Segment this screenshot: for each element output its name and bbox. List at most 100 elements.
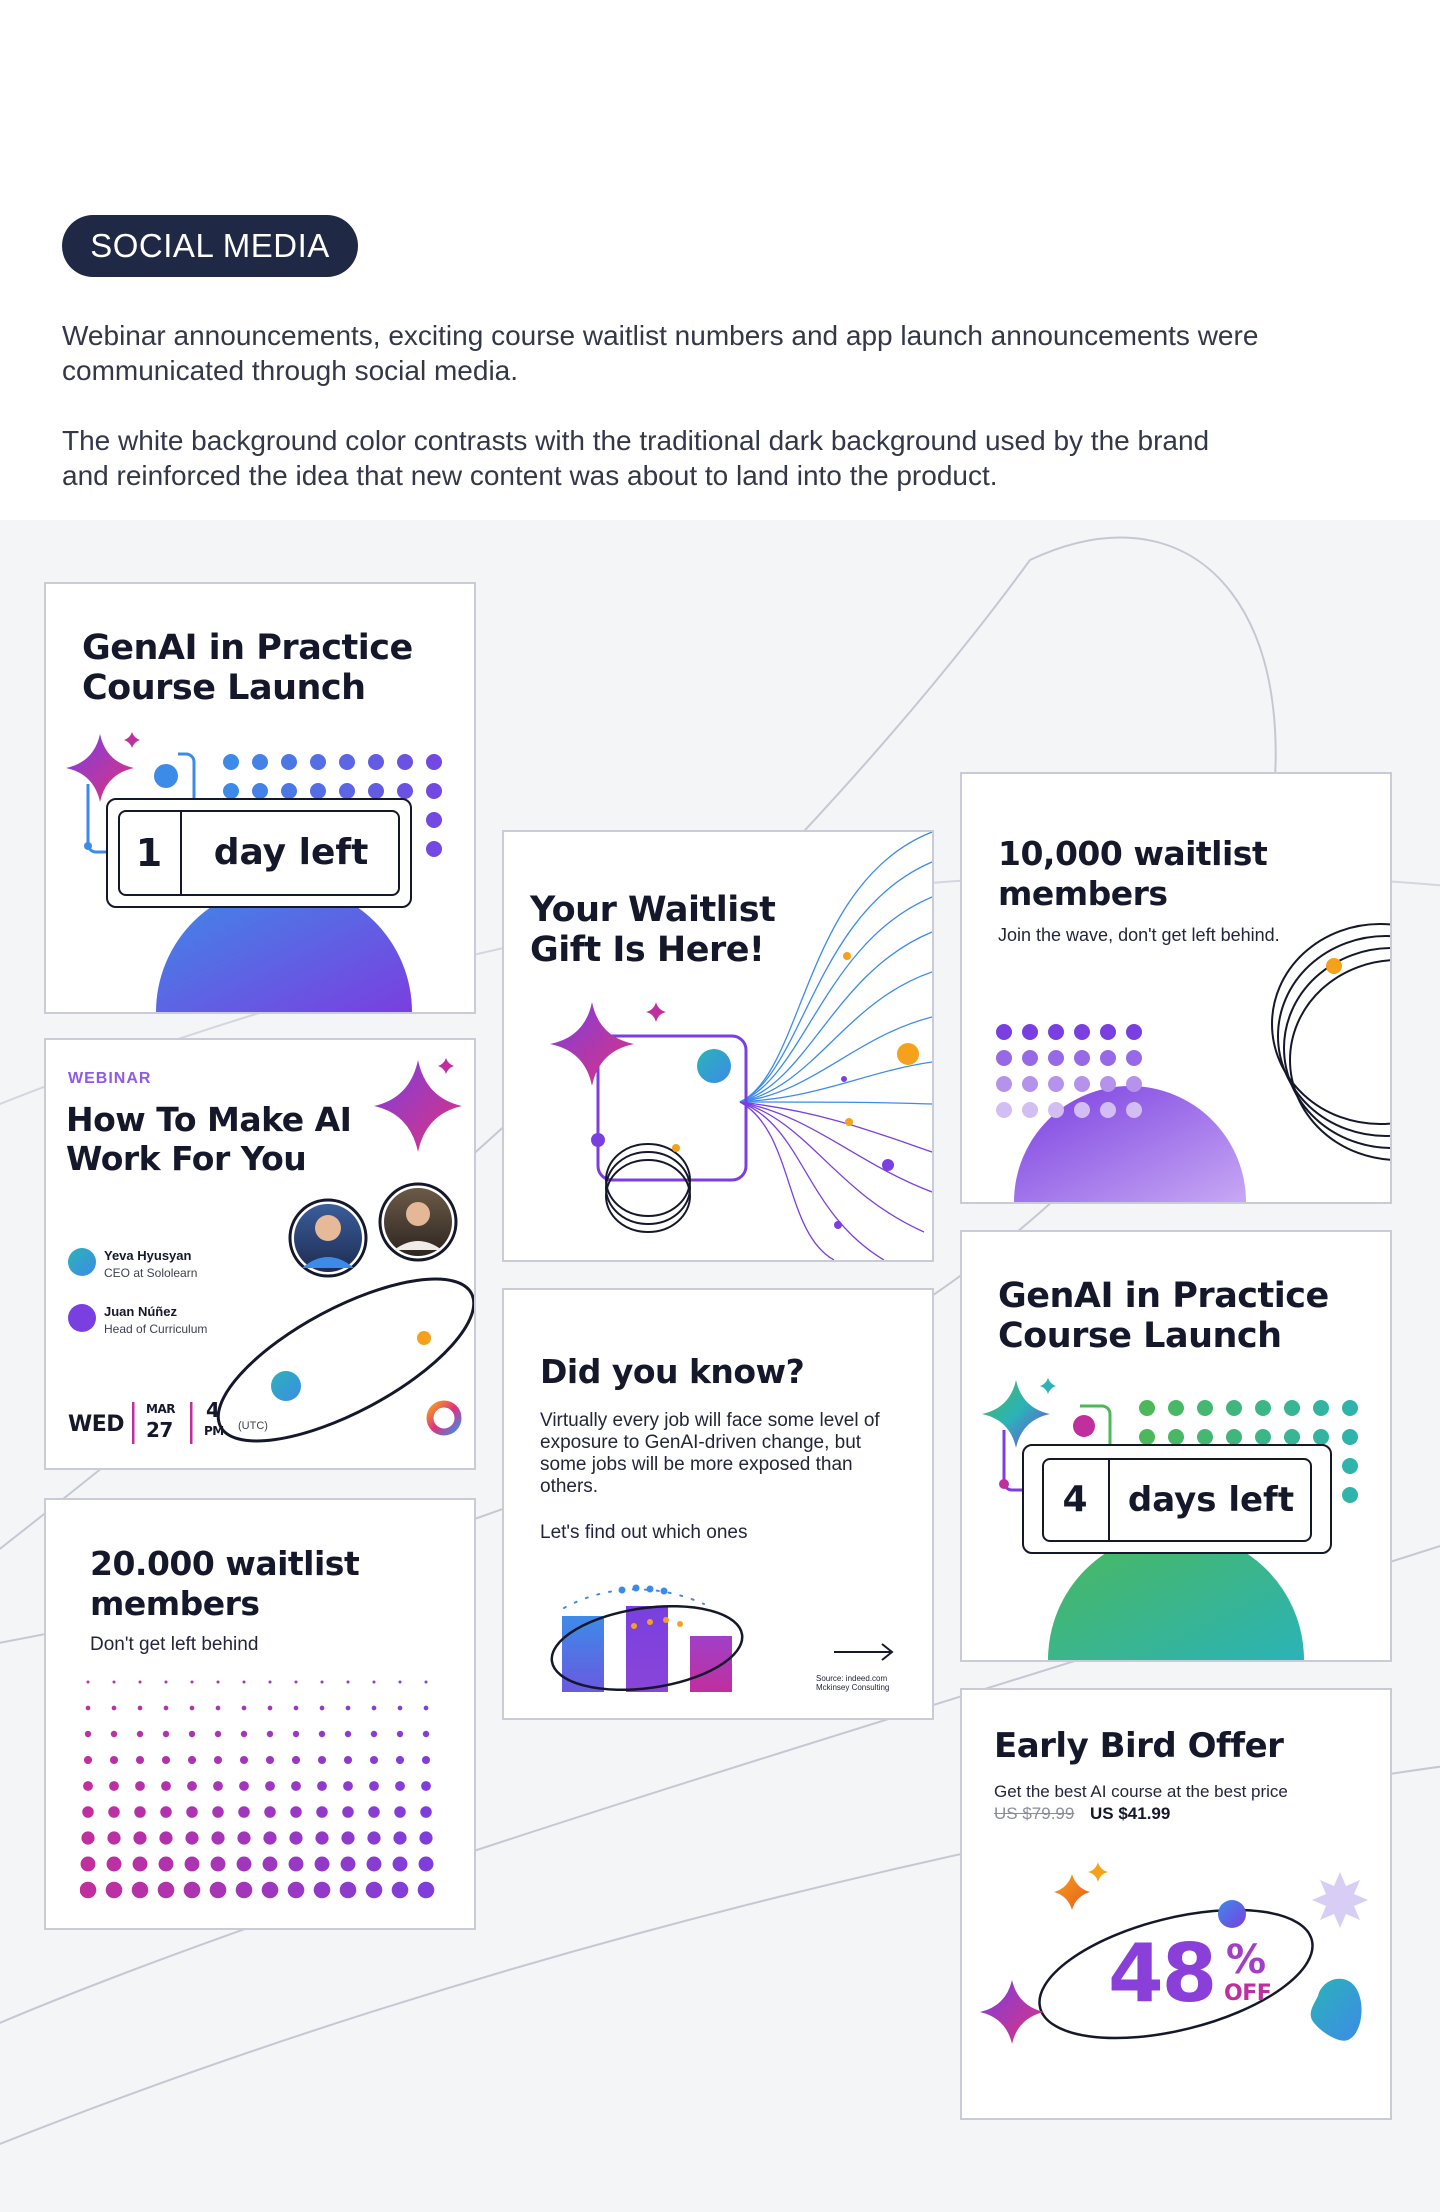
grid-dot xyxy=(310,754,326,770)
grid-dot xyxy=(223,754,239,770)
grid-dot xyxy=(1022,1024,1038,1040)
grid-dot xyxy=(212,1806,224,1818)
grid-dot xyxy=(281,783,297,799)
webinar-date: 27 xyxy=(146,1418,173,1442)
grid-dot xyxy=(86,1680,90,1684)
grid-dot xyxy=(135,1781,145,1791)
grid-dot xyxy=(183,1881,201,1899)
countdown-box: 1 day left xyxy=(106,798,412,908)
grid-dot xyxy=(339,754,355,770)
grid-dot xyxy=(315,1831,329,1845)
grid-dot xyxy=(316,1806,328,1818)
grid-dot xyxy=(162,1730,170,1738)
grid-dot xyxy=(318,1730,326,1738)
grid-dot xyxy=(1074,1050,1090,1066)
grid-dot xyxy=(996,1102,1012,1118)
speaker-2-role: Head of Curriculum xyxy=(104,1322,208,1336)
grid-dot xyxy=(1074,1076,1090,1092)
grid-dot xyxy=(365,1881,383,1899)
green-dot-grid xyxy=(1139,1400,1369,1503)
grid-dot xyxy=(371,1705,377,1711)
card-waitlist-gift: Your Waitlist Gift Is Here! xyxy=(502,830,934,1262)
waitlist-20k-subtitle: Don't get left behind xyxy=(90,1634,259,1655)
grid-dot xyxy=(1074,1024,1090,1040)
launch-4-title: GenAI in Practice Course Launch xyxy=(998,1276,1329,1356)
grid-dot xyxy=(395,1755,405,1765)
source-line-2: Mckinsey Consulting xyxy=(816,1683,890,1692)
grid-dot xyxy=(187,1781,197,1791)
did-you-know-title: Did you know? xyxy=(540,1352,805,1391)
grid-dot xyxy=(82,1806,94,1818)
did-you-know-cta: Let's find out which ones xyxy=(540,1522,748,1543)
grid-dot xyxy=(1074,1102,1090,1118)
grid-dot xyxy=(252,783,268,799)
grid-dot xyxy=(186,1806,198,1818)
card-launch-1-day: GenAI in Practice Course Launch 1 day le… xyxy=(44,582,476,1014)
grid-dot xyxy=(1126,1024,1142,1040)
waitlist-10k-subtitle: Join the wave, don't get left behind. xyxy=(998,925,1280,945)
countdown-unit: day left xyxy=(213,832,369,873)
grid-dot xyxy=(83,1781,93,1791)
early-bird-graphic xyxy=(980,1862,1368,2044)
grid-dot xyxy=(317,1755,327,1765)
grid-dot xyxy=(135,1755,145,1765)
grid-dot xyxy=(138,1680,142,1684)
grid-dot xyxy=(1139,1429,1155,1445)
discount-number: 48 xyxy=(1108,1927,1217,2020)
grid-dot xyxy=(80,1881,97,1899)
grid-dot xyxy=(132,1856,148,1872)
grid-dot xyxy=(391,1881,409,1899)
webinar-timezone: (UTC) xyxy=(238,1420,268,1432)
grid-dot xyxy=(1226,1400,1242,1416)
grid-dot xyxy=(310,783,326,799)
grid-dot xyxy=(1255,1429,1271,1445)
grid-dot xyxy=(1100,1102,1116,1118)
grid-dot xyxy=(107,1831,121,1845)
card-waitlist-20k: 20.000 waitlist members Don't get left b… xyxy=(44,1498,476,1930)
grid-dot xyxy=(341,1831,355,1845)
card-waitlist-10k: 10,000 waitlist members Join the wave, d… xyxy=(960,772,1392,1204)
grid-dot xyxy=(417,1881,435,1899)
grid-dot xyxy=(293,1705,299,1711)
speaker-2-name: Juan Núñez xyxy=(104,1304,177,1319)
waitlist-10k-title: 10,000 waitlist members xyxy=(998,834,1268,913)
grid-dot xyxy=(1284,1400,1300,1416)
grid-dot xyxy=(263,1831,277,1845)
grid-dot xyxy=(345,1705,351,1711)
grid-dot xyxy=(223,783,239,799)
early-bird-subtitle: Get the best AI course at the best price xyxy=(994,1782,1288,1801)
grid-dot xyxy=(339,1881,357,1899)
grid-dot xyxy=(367,1831,381,1845)
grid-dot xyxy=(240,1730,248,1738)
grid-dot xyxy=(164,1680,168,1684)
grid-dot xyxy=(1100,1076,1116,1092)
card-did-you-know: Did you know? Virtually every job will f… xyxy=(502,1288,934,1720)
webinar-title: How To Make AI Work For You xyxy=(66,1100,352,1178)
grid-dot xyxy=(163,1705,169,1711)
webinar-day: WED xyxy=(68,1412,125,1437)
grid-dot xyxy=(1126,1076,1142,1092)
grid-dot xyxy=(291,1781,301,1791)
grid-dot xyxy=(108,1806,120,1818)
grid-dot xyxy=(1284,1429,1300,1445)
grid-dot xyxy=(1342,1429,1358,1445)
grid-dot xyxy=(1313,1400,1329,1416)
grid-dot xyxy=(1048,1102,1064,1118)
grid-dot xyxy=(188,1730,196,1738)
grid-dot xyxy=(368,754,384,770)
grid-dot xyxy=(342,1806,354,1818)
grid-dot xyxy=(996,1024,1012,1040)
grid-dot xyxy=(1126,1102,1142,1118)
grid-dot xyxy=(1342,1400,1358,1416)
grid-dot xyxy=(424,1680,428,1684)
early-bird-new-price: US $41.99 xyxy=(1090,1804,1171,1823)
grid-dot xyxy=(398,1680,402,1684)
launch-4-graphic xyxy=(982,1378,1304,1660)
grid-dot xyxy=(290,1806,302,1818)
section-badge: SOCIAL MEDIA xyxy=(62,215,358,277)
grid-dot xyxy=(190,1680,194,1684)
grid-dot xyxy=(996,1050,1012,1066)
grid-dot xyxy=(291,1755,301,1765)
grid-dot xyxy=(319,1705,325,1711)
grid-dot xyxy=(1100,1024,1116,1040)
